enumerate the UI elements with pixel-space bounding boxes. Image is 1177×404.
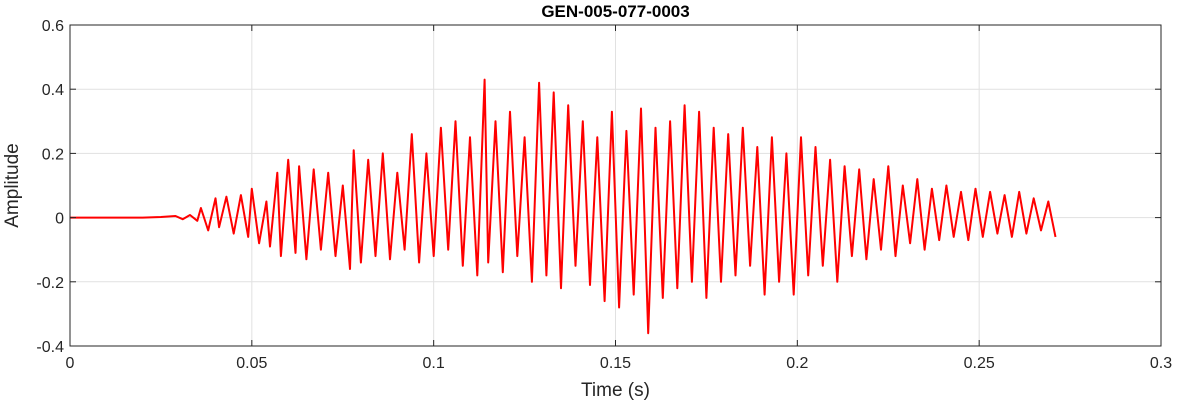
y-tick-label: 0.6 <box>42 18 64 35</box>
x-tick-label: 0.15 <box>600 355 631 372</box>
ticks: 0 0.05 0.1 0.15 0.2 0.25 0.3 -0.4 -0.2 0 0.2 0.4 0.6 <box>36 18 1172 372</box>
y-tick-label: 0.2 <box>42 146 64 163</box>
x-tick-label: 0.25 <box>964 355 995 372</box>
x-tick-label: 0.2 <box>786 355 808 372</box>
x-tick-label: 0 <box>66 355 75 372</box>
y-tick-label: 0.4 <box>42 82 64 99</box>
y-axis-label: Amplitude <box>2 143 23 228</box>
x-tick-label: 0.1 <box>423 355 445 372</box>
chart-title: GEN-005-077-0003 <box>541 2 689 21</box>
series-line <box>70 78 1057 335</box>
x-tick-label: 0.3 <box>1150 355 1172 372</box>
x-axis-label: Time (s) <box>581 380 650 401</box>
series-layer <box>70 78 1057 335</box>
y-tick-label: 0 <box>55 211 64 228</box>
x-tick-label: 0.05 <box>236 355 267 372</box>
y-tick-label: -0.2 <box>36 275 64 292</box>
y-tick-label: -0.4 <box>36 339 64 356</box>
